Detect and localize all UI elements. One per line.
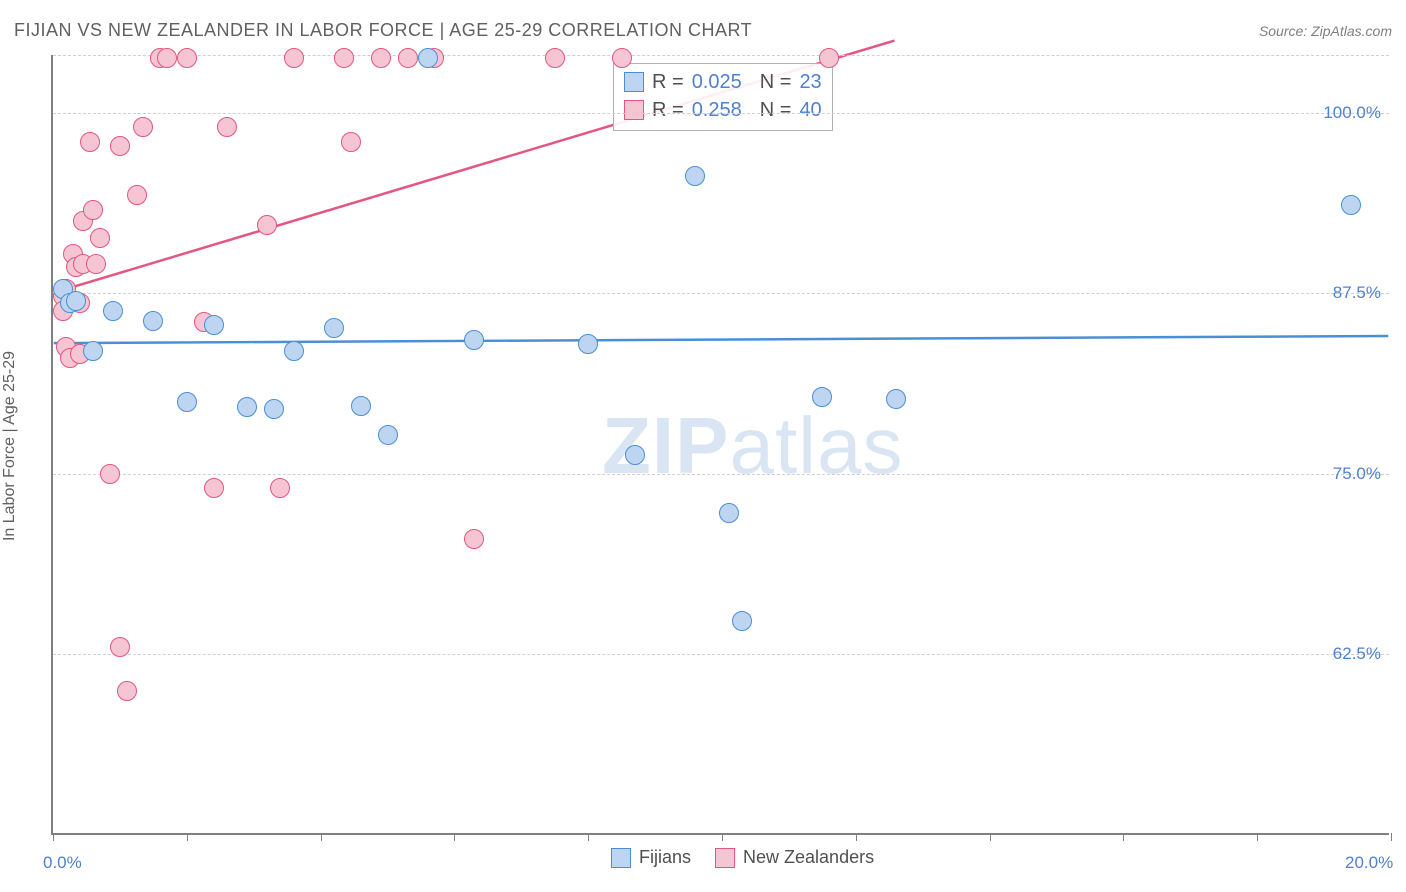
- data-point: [177, 392, 197, 412]
- legend-item: New Zealanders: [715, 847, 874, 868]
- data-point: [886, 389, 906, 409]
- data-point: [204, 315, 224, 335]
- data-point: [578, 334, 598, 354]
- data-point: [133, 117, 153, 137]
- gridline: [53, 293, 1389, 294]
- y-axis-label: In Labor Force | Age 25-29: [1, 351, 19, 541]
- data-point: [612, 48, 632, 68]
- data-point: [378, 425, 398, 445]
- source-label: Source: ZipAtlas.com: [1259, 23, 1392, 39]
- data-point: [90, 228, 110, 248]
- data-point: [80, 132, 100, 152]
- trend-line: [54, 336, 1389, 343]
- x-tick-mark: [1391, 833, 1392, 841]
- x-tick-mark: [454, 833, 455, 841]
- legend-r-value: 0.258: [692, 96, 742, 124]
- data-point: [110, 637, 130, 657]
- x-tick-mark: [53, 833, 54, 841]
- data-point: [819, 48, 839, 68]
- legend-item: Fijians: [611, 847, 691, 868]
- legend-n-label: N =: [760, 68, 792, 96]
- data-point: [545, 48, 565, 68]
- data-point: [110, 136, 130, 156]
- x-axis-max-label: 20.0%: [1345, 853, 1393, 873]
- gridline: [53, 654, 1389, 655]
- data-point: [86, 254, 106, 274]
- x-tick-mark: [1257, 833, 1258, 841]
- legend-r-label: R =: [652, 96, 684, 124]
- data-point: [334, 48, 354, 68]
- data-point: [719, 503, 739, 523]
- y-tick-label: 87.5%: [1333, 283, 1381, 303]
- data-point: [351, 396, 371, 416]
- gridline: [53, 474, 1389, 475]
- x-axis-min-label: 0.0%: [43, 853, 82, 873]
- legend-n-value: 23: [799, 68, 821, 96]
- x-tick-mark: [588, 833, 589, 841]
- data-point: [685, 166, 705, 186]
- data-point: [157, 48, 177, 68]
- legend-n-label: N =: [760, 96, 792, 124]
- x-tick-mark: [722, 833, 723, 841]
- data-point: [257, 215, 277, 235]
- data-point: [284, 341, 304, 361]
- data-point: [371, 48, 391, 68]
- y-tick-label: 100.0%: [1323, 103, 1381, 123]
- y-tick-label: 62.5%: [1333, 644, 1381, 664]
- data-point: [217, 117, 237, 137]
- data-point: [264, 399, 284, 419]
- chart-header: FIJIAN VS NEW ZEALANDER IN LABOR FORCE |…: [14, 20, 1392, 41]
- data-point: [464, 529, 484, 549]
- chart-title: FIJIAN VS NEW ZEALANDER IN LABOR FORCE |…: [14, 20, 752, 41]
- x-tick-mark: [321, 833, 322, 841]
- data-point: [418, 48, 438, 68]
- legend-swatch: [715, 848, 735, 868]
- data-point: [103, 301, 123, 321]
- data-point: [464, 330, 484, 350]
- legend-r-label: R =: [652, 68, 684, 96]
- data-point: [83, 341, 103, 361]
- x-tick-mark: [990, 833, 991, 841]
- y-tick-label: 75.0%: [1333, 464, 1381, 484]
- legend-r-value: 0.025: [692, 68, 742, 96]
- x-tick-mark: [187, 833, 188, 841]
- legend-swatch: [624, 72, 644, 92]
- watermark: ZIPatlas: [602, 400, 903, 492]
- legend-swatch: [624, 100, 644, 120]
- legend-n-value: 40: [799, 96, 821, 124]
- gridline: [53, 55, 1389, 56]
- data-point: [270, 478, 290, 498]
- plot-area: ZIPatlas R = 0.025 N =23 R = 0.258 N =40 62.5…: [51, 55, 1389, 835]
- legend-swatch: [611, 848, 631, 868]
- x-tick-mark: [856, 833, 857, 841]
- data-point: [83, 200, 103, 220]
- data-point: [1341, 195, 1361, 215]
- data-point: [66, 291, 86, 311]
- series-legend: Fijians New Zealanders: [611, 847, 874, 868]
- data-point: [237, 397, 257, 417]
- data-point: [100, 464, 120, 484]
- data-point: [625, 445, 645, 465]
- correlation-legend: R = 0.025 N =23 R = 0.258 N =40: [613, 63, 833, 131]
- gridline: [53, 113, 1389, 114]
- legend-series-name: New Zealanders: [743, 847, 874, 868]
- data-point: [324, 318, 344, 338]
- data-point: [341, 132, 361, 152]
- data-point: [398, 48, 418, 68]
- data-point: [117, 681, 137, 701]
- trend-lines-layer: [53, 55, 1389, 833]
- data-point: [732, 611, 752, 631]
- data-point: [127, 185, 147, 205]
- x-tick-mark: [1123, 833, 1124, 841]
- legend-series-name: Fijians: [639, 847, 691, 868]
- legend-row: R = 0.025 N =23: [624, 68, 822, 96]
- data-point: [284, 48, 304, 68]
- data-point: [143, 311, 163, 331]
- data-point: [204, 478, 224, 498]
- data-point: [812, 387, 832, 407]
- data-point: [177, 48, 197, 68]
- legend-row: R = 0.258 N =40: [624, 96, 822, 124]
